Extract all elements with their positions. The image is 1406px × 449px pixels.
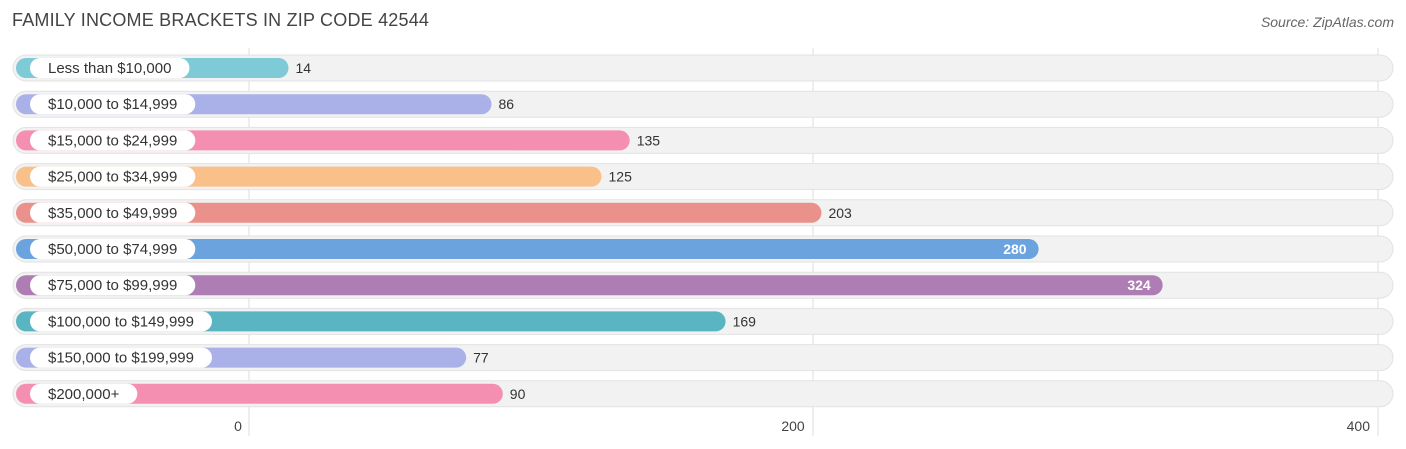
bar-row: $200,000+ 90	[12, 380, 1394, 408]
x-tick-label: 400	[1347, 418, 1371, 434]
value-label: 14	[295, 60, 311, 76]
chart-rows: Less than $10,000 14$10,000 to $14,999 86$…	[12, 54, 1394, 408]
category-label-pill	[30, 58, 190, 78]
bar	[16, 202, 822, 223]
bar-row: $25,000 to $34,999 125	[12, 163, 1394, 191]
value-label: 324	[1127, 277, 1151, 293]
category-label: $75,000 to $99,999	[48, 277, 177, 294]
x-tick-label: 200	[781, 418, 805, 434]
bar	[16, 383, 503, 404]
bar-row: $150,000 to $199,999 77	[12, 344, 1394, 372]
category-label-pill	[30, 275, 196, 296]
category-label: $50,000 to $74,999	[48, 241, 177, 258]
bar-row: $50,000 to $74,999 280	[12, 235, 1394, 263]
bar	[16, 239, 1039, 259]
bar-row: $75,000 to $99,999 324	[12, 271, 1394, 299]
category-label-pill	[30, 166, 196, 187]
bar	[16, 275, 1163, 296]
chart-title: FAMILY INCOME BRACKETS IN ZIP CODE 42544	[12, 10, 430, 30]
value-label: 203	[828, 205, 852, 221]
category-label: $100,000 to $149,999	[48, 313, 194, 330]
category-label: $35,000 to $49,999	[48, 205, 177, 222]
category-label-pill	[30, 94, 196, 115]
bar-row: Less than $10,000 14	[12, 54, 1394, 82]
category-label-pill	[30, 130, 196, 151]
x-tick-label: 0	[234, 418, 242, 434]
bar-track	[12, 54, 1394, 82]
value-label: 90	[510, 386, 526, 402]
chart-source: Source: ZipAtlas.com	[1260, 14, 1394, 30]
value-label: 86	[499, 96, 515, 112]
value-label: 125	[609, 169, 633, 185]
category-label: $15,000 to $24,999	[48, 132, 177, 149]
value-label: 280	[1003, 241, 1027, 257]
bar-row: $100,000 to $149,999 169	[12, 307, 1394, 335]
category-label-pill	[30, 311, 212, 332]
value-label: 135	[637, 132, 661, 148]
value-label: 77	[473, 350, 489, 366]
category-label: $10,000 to $14,999	[48, 96, 177, 113]
category-label-pill	[30, 239, 196, 259]
category-label: $200,000+	[48, 386, 120, 403]
category-label-pill	[30, 347, 212, 368]
bar-row: $10,000 to $14,999 86	[12, 90, 1394, 118]
bar-row: $15,000 to $24,999 135	[12, 126, 1394, 154]
category-label: $150,000 to $199,999	[48, 350, 194, 367]
category-label: $25,000 to $34,999	[48, 169, 177, 186]
category-label-pill	[30, 383, 138, 404]
bar-row: $35,000 to $49,999 203	[12, 199, 1394, 227]
category-label: Less than $10,000	[48, 60, 171, 77]
value-label: 169	[733, 313, 757, 329]
x-axis: 0 200 400	[234, 418, 1370, 434]
category-label-pill	[30, 202, 196, 223]
